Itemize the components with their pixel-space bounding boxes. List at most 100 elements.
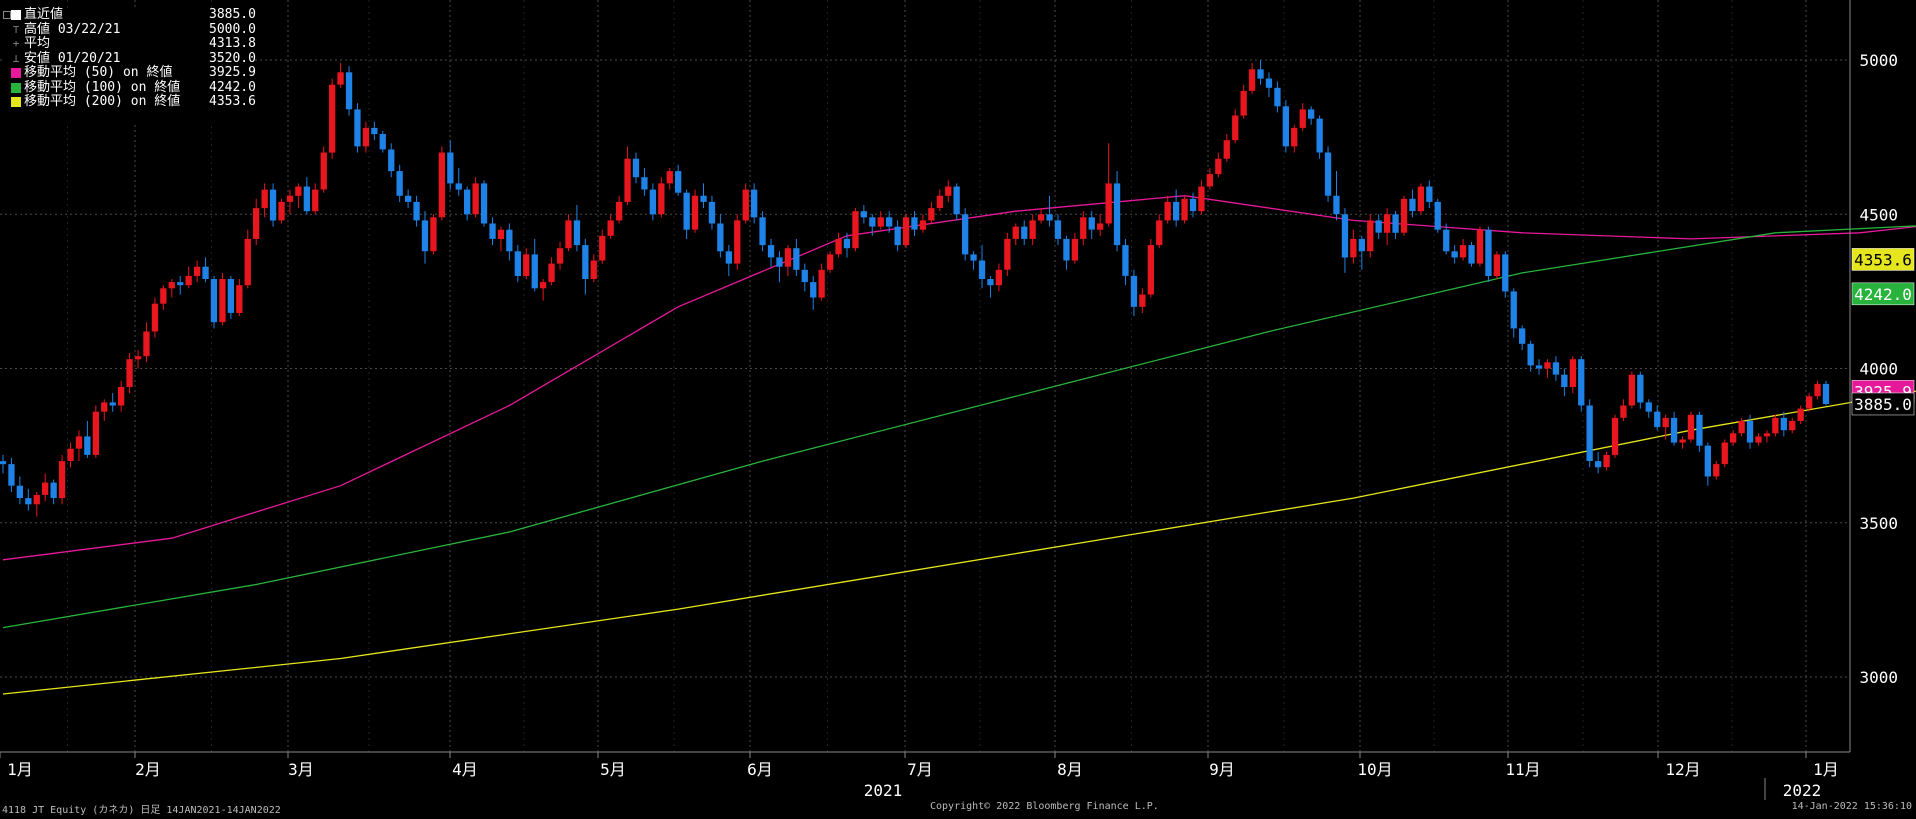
candle-body — [877, 217, 884, 227]
year-label: 2022 — [1783, 781, 1822, 800]
candle-body — [1738, 420, 1745, 434]
candle — [396, 164, 403, 202]
candle-body — [1814, 383, 1821, 397]
candle-body — [101, 402, 108, 412]
candle-body — [236, 285, 243, 313]
candle-body — [1476, 229, 1484, 264]
candle-body — [1654, 411, 1661, 428]
price-tag-ma100: 4242.0 — [1851, 282, 1915, 306]
candle — [1198, 180, 1205, 215]
candle — [0, 454, 7, 474]
candle-body — [902, 217, 910, 246]
high-marker-icon: ⊤ — [12, 22, 20, 36]
candle — [1721, 439, 1728, 468]
candle — [894, 220, 901, 252]
candle-body — [1704, 445, 1711, 477]
candle — [860, 204, 867, 224]
legend-label: 移動平均 (100) on 終値 — [24, 79, 181, 95]
candle-body — [691, 195, 699, 230]
candle-body — [1164, 201, 1171, 221]
candle-body — [1645, 402, 1652, 412]
candle — [1611, 414, 1619, 458]
candle-body — [843, 238, 851, 249]
candle-body — [928, 208, 935, 221]
candle — [278, 198, 285, 224]
candle-body — [531, 254, 538, 289]
candle — [691, 189, 699, 233]
candle-body — [447, 152, 454, 184]
candle — [455, 167, 462, 196]
candle — [202, 257, 209, 283]
candle — [1071, 232, 1078, 264]
candle-body — [1223, 140, 1230, 159]
candle — [556, 242, 564, 270]
candle-body — [1535, 365, 1543, 369]
candle-body — [464, 189, 471, 215]
candle-body — [497, 229, 505, 239]
candle — [1569, 356, 1576, 394]
legend-row-average: + 平均 4313.8 — [4, 36, 256, 52]
candle — [1173, 189, 1180, 227]
candle-body — [329, 84, 336, 153]
candle — [1552, 356, 1560, 381]
candle — [1763, 430, 1771, 443]
candle-body — [1468, 245, 1475, 264]
candle — [1595, 451, 1602, 474]
legend-label: 安値 01/20/21 — [24, 50, 121, 66]
candle — [1417, 183, 1424, 215]
candle-body — [1409, 198, 1416, 212]
candle — [1780, 411, 1787, 437]
candle-body — [1122, 245, 1129, 276]
candle — [67, 442, 74, 468]
candle-body — [616, 201, 623, 221]
candle-body — [1198, 186, 1205, 212]
price-tag-ma100-text: 4242.0 — [1854, 285, 1912, 304]
candle-body — [50, 482, 57, 498]
candle-body — [312, 189, 319, 212]
price-tag-ma200: 4353.6 — [1851, 248, 1915, 271]
candle-body — [1485, 229, 1492, 276]
x-tick-label: 4月 — [452, 760, 478, 779]
collapse-icon[interactable] — [3, 11, 11, 19]
candle — [852, 208, 859, 252]
candle — [953, 183, 960, 221]
candle-body — [835, 238, 842, 255]
candle — [759, 211, 766, 252]
candle — [1113, 171, 1121, 252]
candle — [683, 189, 690, 239]
candle — [1037, 208, 1045, 224]
candle-body — [472, 183, 479, 215]
candle-body — [1459, 245, 1467, 258]
candle — [810, 275, 817, 310]
candle — [371, 121, 378, 141]
candle — [261, 183, 268, 218]
candle — [649, 183, 656, 221]
candle — [1502, 251, 1509, 298]
candle-body — [33, 495, 40, 505]
candle — [607, 214, 614, 239]
candle — [1662, 414, 1669, 440]
candle-body — [919, 220, 927, 230]
candle — [1046, 195, 1053, 227]
candle-body — [379, 134, 386, 150]
candle-body — [1789, 420, 1796, 431]
candle — [1375, 214, 1382, 239]
candle-body — [1054, 220, 1062, 239]
candle-body — [1291, 127, 1298, 147]
candle-body — [1763, 433, 1771, 437]
moving-average-layer — [2, 195, 1916, 695]
candle-body — [641, 177, 648, 190]
candle-body — [1367, 220, 1374, 252]
candle-body — [1426, 186, 1433, 202]
candle — [253, 198, 260, 246]
candle-body — [953, 186, 960, 215]
candle-body — [261, 189, 268, 209]
price-tag-last: 3885.0 — [1851, 392, 1915, 416]
candle — [489, 217, 496, 246]
price-tag-ma200-text: 4353.6 — [1854, 250, 1912, 269]
candle-body — [556, 248, 564, 264]
candle — [50, 479, 57, 505]
candle — [1384, 208, 1391, 246]
candle-body — [480, 183, 488, 224]
candle-body — [776, 257, 783, 267]
